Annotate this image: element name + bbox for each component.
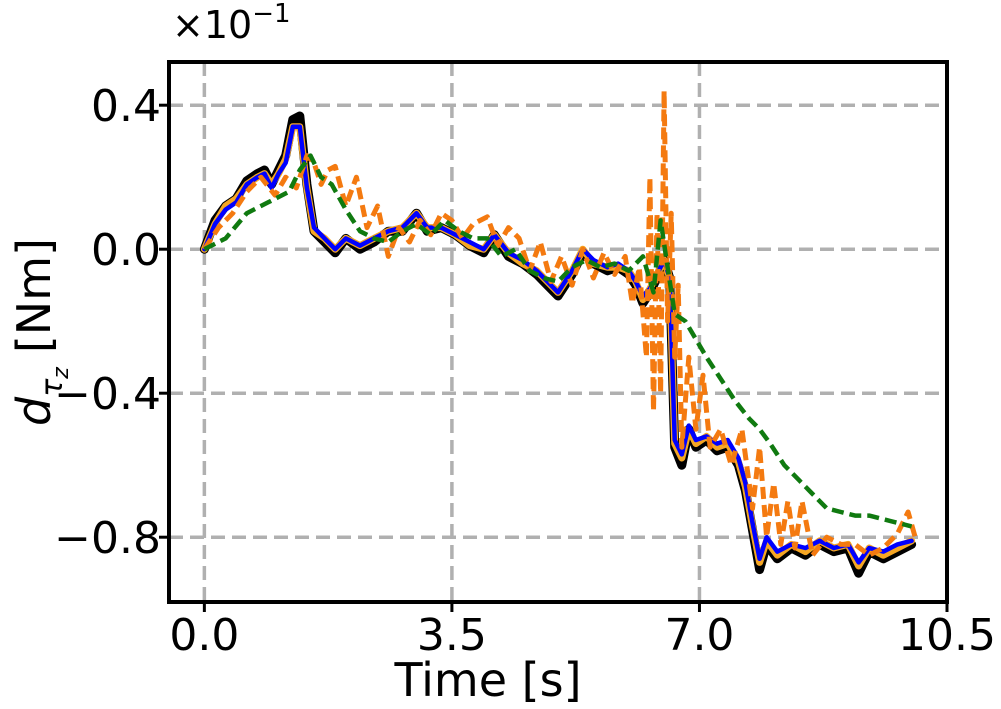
series-line-4: [202, 88, 918, 558]
y-tick-label: −0.4: [54, 369, 161, 420]
plot-frame: [167, 60, 949, 604]
y-tick-label: −0.8: [54, 513, 161, 564]
y-axis-label: dτz [Nm]: [7, 238, 74, 426]
y-axis-label-subsubscript: z: [49, 367, 74, 380]
y-tick-label: 0.4: [91, 81, 161, 132]
axis-ticks: 0.0 3.5 7.0 10.5 0.4 0.0 −0.4 −0.8: [54, 81, 996, 661]
x-tick-label: 7.0: [664, 610, 734, 661]
x-tick-label: 3.5: [417, 610, 487, 661]
series-layer: [199, 88, 918, 578]
series-line-3: [202, 124, 914, 565]
y-multiplier: ×10−1: [172, 0, 291, 47]
y-axis-label-subscript: τ: [35, 378, 70, 397]
y-tick-label: 0.0: [91, 225, 161, 276]
series-line-2: [200, 123, 916, 570]
y-axis-label-unit: [Nm]: [7, 238, 61, 353]
x-tick-label: 0.0: [169, 610, 239, 661]
x-tick-label: 10.5: [898, 610, 996, 661]
series-line-5: [203, 153, 913, 529]
x-axis-label: Time [s]: [393, 653, 581, 707]
y-multiplier-exponent: −1: [252, 0, 290, 29]
series-line-1: [199, 111, 917, 578]
y-axis-label-symbol: d: [7, 396, 61, 426]
